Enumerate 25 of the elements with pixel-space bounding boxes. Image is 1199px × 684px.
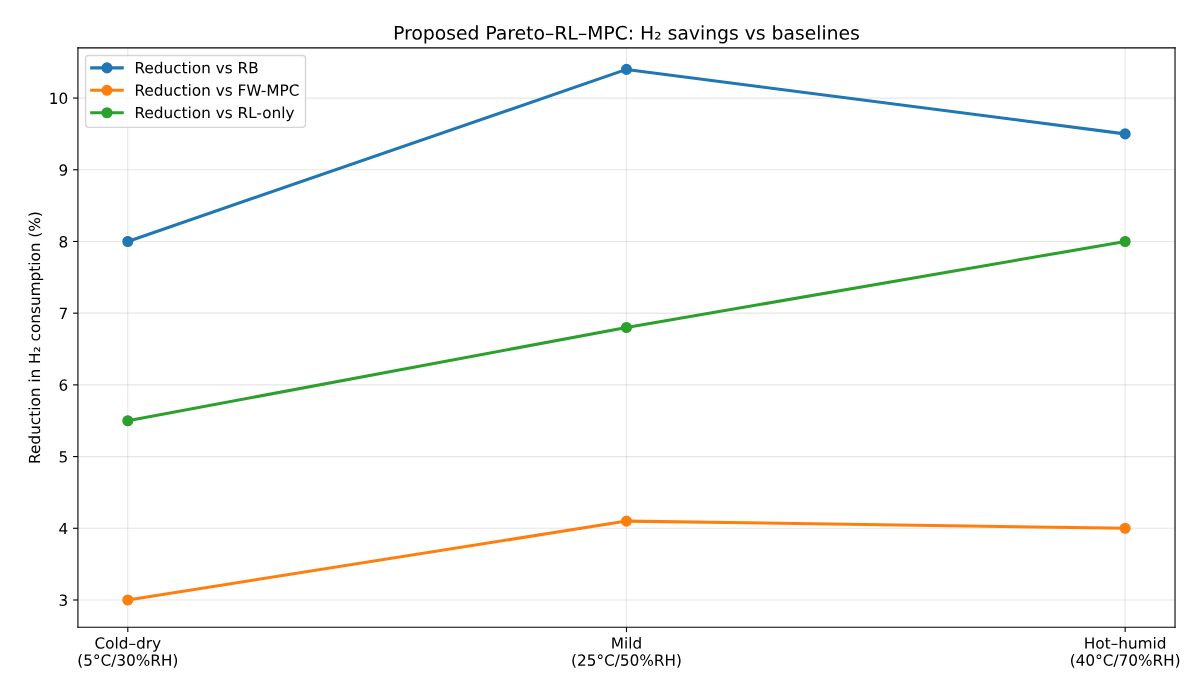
y-tick-label: 3 <box>59 594 67 606</box>
point <box>1119 522 1131 534</box>
point <box>122 235 134 248</box>
x-tick-label: Hot–humid (40°C/70%RH) <box>1071 636 1180 668</box>
y-axis-title: Reduction in H₂ consumption (%) <box>28 212 44 463</box>
y-tick-label: 6 <box>59 379 68 391</box>
point <box>1119 235 1131 248</box>
legend-label: Reduction vs RL-only <box>135 106 295 122</box>
point <box>1119 128 1131 140</box>
y-tick-label: 8 <box>59 235 68 248</box>
legend-label: Reduction vs RB <box>135 61 258 74</box>
y-tick-label: 9 <box>59 164 68 176</box>
legend-label: Reduction vs FW-MPC <box>135 84 299 96</box>
y-tick-label: 10 <box>50 92 68 105</box>
x-tick-label: Mild (25°C/50%RH) <box>572 636 681 668</box>
point <box>122 594 134 606</box>
y-tick-label: 5 <box>59 451 67 463</box>
x-tick-label: Cold–dry (5°C/30%RH) <box>78 636 178 668</box>
chart-title: Proposed Pareto–RL–MPC: H₂ savings vs baselines <box>394 25 859 44</box>
y-tick-label: 7 <box>59 307 67 319</box>
point <box>620 321 633 334</box>
point <box>122 415 134 427</box>
point <box>620 515 633 527</box>
point <box>620 63 633 75</box>
y-tick-label: 4 <box>59 522 68 535</box>
